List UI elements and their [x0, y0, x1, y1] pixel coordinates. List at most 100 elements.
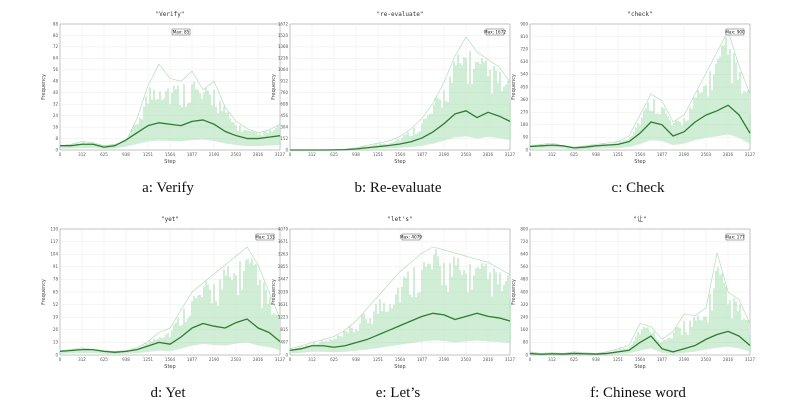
x-tick-label: 625 [570, 152, 578, 157]
x-tick-label: 312 [308, 152, 316, 157]
x-tick-label: 3127 [505, 152, 516, 157]
x-tick-label: 1877 [417, 152, 428, 157]
chart-title: "Verify" [156, 11, 185, 18]
y-tick-label: 8 [55, 136, 58, 141]
y-tick-label: 88 [53, 21, 59, 26]
x-tick-label: 938 [592, 152, 600, 157]
y-tick-label: 407 [280, 340, 288, 345]
raw-series [529, 37, 751, 150]
x-tick-label: 0 [59, 152, 62, 157]
y-tick-label: 0 [285, 147, 288, 152]
chart-title: "re-evaluate" [377, 11, 424, 18]
chart-yet: "yet" 0 13 26 39 52 65 78 91 104 117 130 0 312 625 938 1… [41, 216, 286, 370]
chart-title: "让" [633, 215, 646, 223]
chart-lets: "let's" 0 407 815 1223 1631 2039 2447 2855 3263 36… [271, 216, 516, 370]
raw-line [59, 63, 281, 147]
x-axis-label: Step [164, 159, 175, 165]
y-tick-label: 1064 [278, 67, 289, 72]
y-tick-label: 48 [53, 79, 59, 84]
x-tick-label: 938 [352, 152, 360, 157]
y-tick-label: 56 [53, 67, 59, 72]
x-tick-label: 0 [529, 152, 532, 157]
x-tick-label: 1877 [657, 152, 668, 157]
chart-re-evaluate: "re-evaluate" 0 152 304 456 608 760 912 1064 1216… [271, 11, 516, 165]
y-tick-label: 4079 [278, 226, 289, 231]
legend-box [725, 28, 745, 36]
y-axis-label: Frequency [511, 279, 517, 305]
y-tick-label: 240 [520, 315, 528, 320]
x-tick-label: 1251 [143, 357, 154, 362]
x-tick-label: 1877 [187, 357, 198, 362]
chart-title: "check" [627, 11, 652, 18]
chart-check: "check" 0 90 180 270 360 450 540 630 720 810 900 0 31… [511, 11, 756, 165]
y-tick-label: 90 [523, 135, 529, 140]
y-tick-label: 0 [55, 352, 58, 357]
x-axis-label: Step [164, 364, 175, 370]
x-axis-label: Step [634, 159, 645, 165]
y-tick-label: 78 [53, 277, 59, 282]
y-tick-label: 16 [53, 124, 59, 129]
y-tick-label: 304 [280, 124, 288, 129]
smooth-line [289, 312, 511, 352]
chart-chinese-word: "让" 0 80 160 240 320 400 480 560 640 720 800 0 312 625… [511, 215, 756, 370]
y-tick-label: 900 [520, 21, 528, 26]
x-tick-label: 938 [352, 357, 360, 362]
x-tick-label: 312 [548, 357, 556, 362]
x-tick-label: 3127 [505, 357, 516, 362]
y-tick-label: 815 [280, 327, 288, 332]
x-axis-label: Step [634, 364, 645, 370]
y-axis-label: Frequency [511, 74, 517, 100]
x-tick-label: 3127 [745, 152, 756, 157]
chart-panel-verify: "Verify" 0 8 16 24 32 40 48 56 64 72 80 88 0 312 625 938… [38, 8, 298, 208]
legend-text: Max: 177 [725, 234, 745, 239]
y-tick-label: 540 [520, 72, 528, 77]
x-tick-label: 625 [100, 357, 108, 362]
x-tick-label: 0 [289, 152, 292, 157]
x-tick-label: 2816 [253, 357, 264, 362]
x-tick-label: 625 [330, 357, 338, 362]
x-tick-label: 2816 [723, 152, 734, 157]
y-tick-label: 52 [53, 302, 59, 307]
y-tick-label: 912 [280, 79, 288, 84]
y-tick-label: 480 [520, 277, 528, 282]
raw-line [529, 252, 751, 354]
x-tick-label: 1251 [373, 357, 384, 362]
x-tick-label: 2816 [483, 152, 494, 157]
y-tick-label: 450 [520, 84, 528, 89]
chart-caption: e: Let’s [375, 385, 421, 401]
raw-line [289, 246, 511, 350]
x-axis-label: Step [394, 159, 405, 165]
y-tick-label: 1631 [278, 302, 289, 307]
smooth-line [529, 104, 751, 149]
x-tick-label: 625 [570, 357, 578, 362]
smooth-line [529, 330, 751, 355]
x-tick-label: 1564 [635, 357, 646, 362]
y-tick-label: 80 [53, 33, 59, 38]
y-tick-label: 64 [53, 56, 59, 61]
x-tick-label: 1251 [143, 152, 154, 157]
x-tick-label: 625 [330, 152, 338, 157]
legend-text: Max: 4079 [400, 234, 422, 239]
x-tick-label: 1251 [613, 152, 624, 157]
x-tick-label: 2190 [679, 152, 690, 157]
y-tick-label: 40 [53, 90, 59, 95]
y-tick-label: 400 [520, 289, 528, 294]
y-tick-label: 1223 [278, 315, 289, 320]
x-tick-label: 2190 [439, 152, 450, 157]
legend-box [401, 233, 421, 241]
legend-text: Max: 85 [173, 29, 190, 34]
chart-caption: b: Re-evaluate [354, 180, 442, 196]
y-tick-label: 26 [53, 327, 59, 332]
x-tick-label: 1564 [395, 152, 406, 157]
y-tick-label: 160 [520, 327, 528, 332]
legend-text: Max: 133 [255, 234, 275, 239]
y-tick-label: 180 [520, 122, 528, 127]
x-tick-label: 312 [78, 152, 86, 157]
x-tick-label: 938 [592, 357, 600, 362]
x-tick-label: 3127 [745, 357, 756, 362]
y-tick-label: 1216 [278, 56, 289, 61]
y-tick-label: 0 [525, 352, 528, 357]
y-axis-label: Frequency [41, 74, 47, 100]
x-tick-label: 1877 [417, 357, 428, 362]
y-tick-label: 13 [53, 340, 59, 345]
